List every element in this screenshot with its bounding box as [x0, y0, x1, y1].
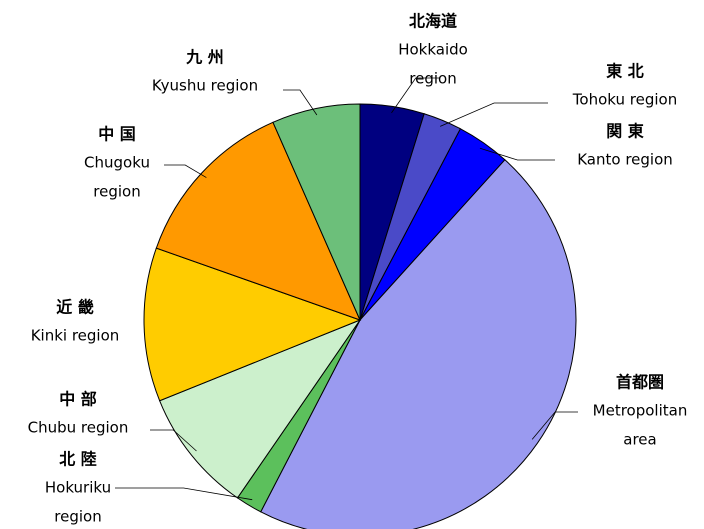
slice-label-ja: 関 東: [606, 122, 644, 141]
slice-label-en: Chugoku: [84, 154, 150, 172]
slice-label-ja: 九 州: [185, 48, 224, 67]
leader-line: [115, 487, 253, 501]
slice-label-ja: 北海道: [409, 12, 457, 31]
pie-slice: [260, 159, 577, 529]
slice-label-en: region: [409, 70, 456, 88]
slice-label-en: Chubu region: [28, 419, 129, 437]
slice-label-en: Kyushu region: [152, 77, 258, 95]
leader-line: [150, 429, 197, 452]
slice-label-en: Hokkaido: [398, 41, 468, 59]
leader-line: [531, 411, 578, 440]
slice-label-ja: 近 畿: [56, 298, 94, 317]
slice-label-en: region: [54, 508, 101, 526]
slice-label-en: area: [623, 431, 656, 449]
slice-label-ja: 北 陸: [59, 450, 97, 469]
slice-label-ja: 首都圏: [616, 373, 664, 392]
slice-label-ja: 東 北: [606, 62, 644, 81]
leader-line: [440, 102, 548, 127]
slice-label-ja: 中 国: [98, 125, 136, 144]
slice-label-en: Kinki region: [31, 327, 120, 345]
leader-line: [391, 77, 440, 114]
slice-label-en: Tohoku region: [572, 91, 677, 109]
slice-label-en: Kanto region: [577, 151, 673, 169]
slice-label-en: region: [93, 183, 140, 201]
leader-line: [479, 147, 555, 161]
pie-slice: [159, 318, 362, 499]
leader-line: [164, 164, 207, 178]
leader-line: [283, 89, 318, 116]
pie-slice: [143, 247, 362, 402]
slice-label-en: Metropolitan: [593, 402, 688, 420]
slice-label-en: Hokuriku: [45, 479, 111, 497]
slice-label-ja: 中 部: [59, 390, 97, 409]
pie-slice: [272, 103, 361, 321]
pie-slice: [155, 121, 361, 321]
